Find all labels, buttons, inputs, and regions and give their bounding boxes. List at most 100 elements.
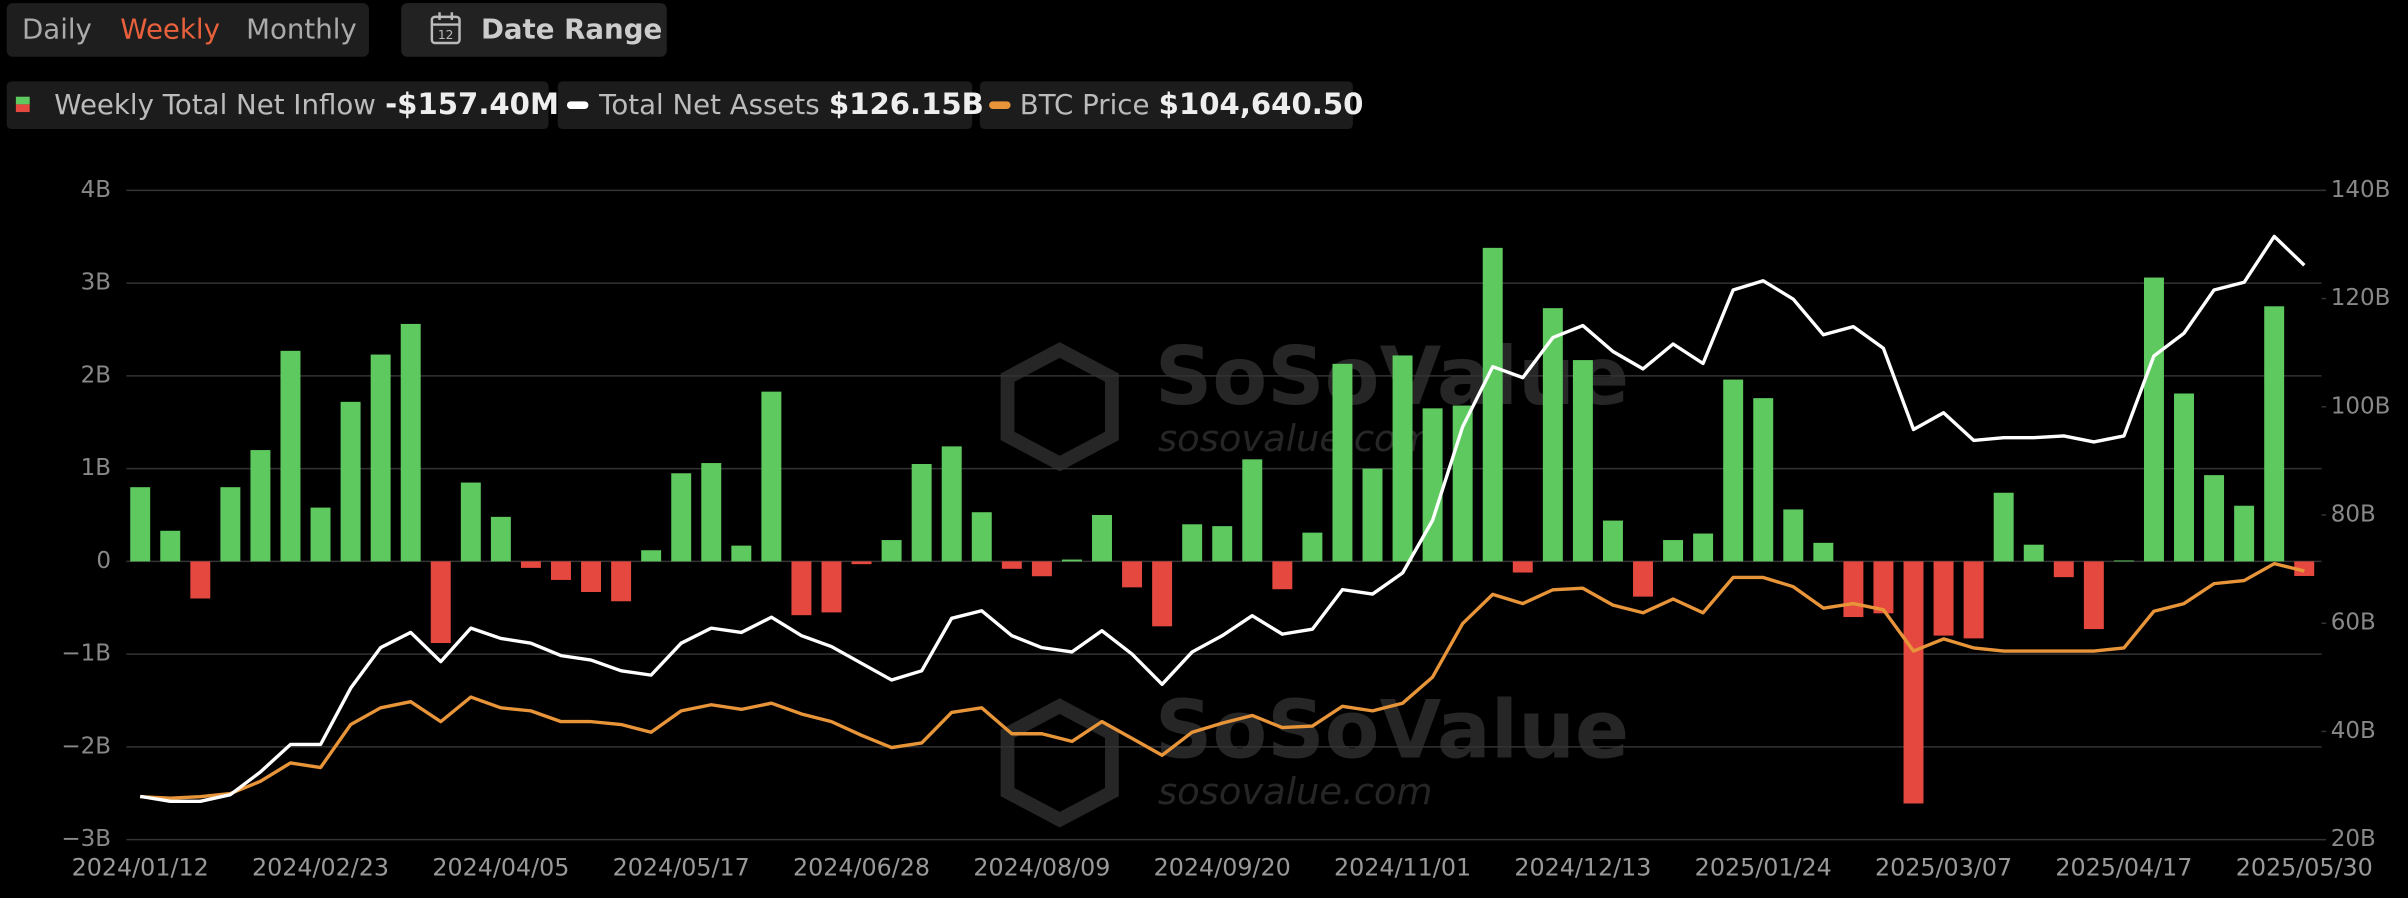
legend-marker bbox=[989, 101, 1011, 109]
bar bbox=[1122, 561, 1143, 588]
bar bbox=[1633, 561, 1653, 597]
date-range-label[interactable]: Date Range bbox=[481, 13, 662, 46]
x-tick-label: 2024/05/17 bbox=[613, 853, 750, 881]
legend-marker bbox=[15, 96, 30, 105]
x-tick-label: 2024/12/13 bbox=[1514, 853, 1651, 881]
bar bbox=[1001, 561, 1022, 569]
x-tick-label: 2025/03/07 bbox=[1875, 853, 2012, 881]
bar bbox=[611, 561, 632, 602]
bar bbox=[1813, 542, 1834, 562]
x-tick-label: 2025/05/30 bbox=[2236, 853, 2373, 881]
legend-marker bbox=[15, 104, 30, 113]
bar bbox=[310, 507, 331, 562]
bar bbox=[1482, 247, 1503, 562]
bar bbox=[1903, 561, 1924, 804]
bar bbox=[1212, 526, 1233, 562]
x-tick-label: 2024/08/09 bbox=[973, 853, 1110, 881]
watermark-brand: SoSoValue bbox=[1155, 683, 1629, 776]
bar bbox=[1693, 533, 1714, 562]
bar bbox=[1663, 540, 1684, 562]
legend-label: Weekly Total Net Inflow bbox=[54, 88, 376, 121]
bar bbox=[1933, 561, 1954, 636]
watermark-site: sosovalue.com bbox=[1158, 770, 1432, 813]
bar bbox=[1572, 360, 1593, 562]
bar bbox=[160, 530, 181, 562]
bar bbox=[2294, 561, 2315, 576]
x-tick-label: 2024/01/12 bbox=[72, 853, 209, 881]
bar bbox=[1332, 363, 1353, 562]
bar bbox=[581, 561, 602, 592]
y2-tick-label: 100B bbox=[2331, 393, 2391, 419]
bar bbox=[2083, 561, 2104, 630]
bar bbox=[851, 561, 872, 565]
bar bbox=[130, 487, 151, 562]
bar bbox=[701, 463, 722, 562]
bar bbox=[1302, 532, 1323, 562]
bar bbox=[280, 350, 301, 562]
x-tick-label: 2024/09/20 bbox=[1154, 853, 1291, 881]
date-range-button[interactable] bbox=[401, 3, 667, 57]
bar bbox=[2053, 561, 2074, 578]
bar bbox=[791, 561, 812, 616]
bar bbox=[1152, 561, 1173, 627]
period-option[interactable]: Daily bbox=[22, 13, 92, 46]
bar bbox=[190, 561, 211, 599]
legend-value: -$157.40M bbox=[385, 87, 559, 121]
bar bbox=[1753, 398, 1774, 562]
y-tick-label: −1B bbox=[61, 641, 111, 667]
bar bbox=[2113, 560, 2134, 562]
y2-tick-label: 120B bbox=[2331, 285, 2391, 311]
bar bbox=[1873, 561, 1894, 614]
y-tick-label: 1B bbox=[81, 455, 111, 481]
line bbox=[139, 234, 2306, 803]
bar bbox=[2174, 393, 2194, 562]
bar bbox=[551, 561, 571, 580]
bar bbox=[2023, 544, 2044, 562]
y-tick-label: 4B bbox=[81, 177, 111, 203]
watermark-logo bbox=[1000, 342, 1119, 828]
y2-tick-label: 60B bbox=[2331, 610, 2376, 636]
period-toggle bbox=[6, 3, 369, 57]
period-option[interactable]: Monthly bbox=[246, 13, 357, 46]
bar bbox=[671, 473, 692, 562]
calendar-icon bbox=[430, 12, 461, 45]
bar bbox=[490, 516, 511, 562]
bar bbox=[340, 401, 361, 562]
bar bbox=[400, 323, 421, 562]
legend-box bbox=[6, 81, 549, 129]
bar bbox=[2143, 277, 2164, 562]
legend-box bbox=[979, 81, 1353, 129]
x-tick-label: 2024/06/28 bbox=[793, 853, 930, 881]
bar bbox=[761, 391, 782, 562]
y-tick-label: −3B bbox=[61, 826, 111, 852]
bar bbox=[1092, 515, 1112, 562]
bar bbox=[1392, 355, 1413, 562]
bar bbox=[1993, 492, 2014, 562]
watermark-site: sosovalue.com bbox=[1158, 417, 1432, 460]
bar bbox=[1182, 524, 1203, 562]
bar bbox=[641, 550, 662, 562]
bar bbox=[1512, 561, 1533, 573]
bar bbox=[941, 446, 962, 562]
bar bbox=[1963, 561, 1984, 639]
x-tick-label: 2024/04/05 bbox=[432, 853, 569, 881]
bar bbox=[1422, 408, 1443, 562]
bar bbox=[1061, 559, 1082, 562]
bar bbox=[250, 450, 271, 562]
x-tick-label: 2024/02/23 bbox=[252, 853, 389, 881]
x-tick-label: 2025/01/24 bbox=[1695, 853, 1832, 881]
legend-label: Total Net Assets bbox=[598, 88, 819, 121]
bar bbox=[1723, 379, 1744, 562]
bar bbox=[1272, 561, 1293, 590]
bar bbox=[1542, 308, 1563, 562]
period-option[interactable]: Weekly bbox=[120, 13, 220, 46]
bar bbox=[1242, 459, 1263, 562]
y2-tick-label: 140B bbox=[2331, 177, 2391, 203]
legend-value: $104,640.50 bbox=[1159, 87, 1364, 121]
y2-tick-label: 40B bbox=[2331, 718, 2376, 744]
legend-marker bbox=[566, 101, 589, 109]
y-tick-label: 3B bbox=[81, 270, 111, 296]
bar bbox=[370, 354, 391, 562]
